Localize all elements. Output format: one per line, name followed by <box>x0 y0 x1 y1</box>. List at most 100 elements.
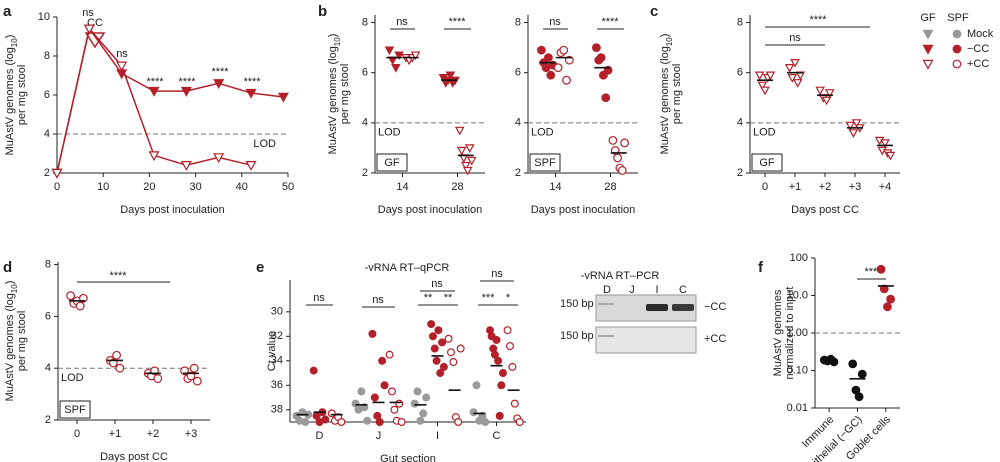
point <box>510 399 519 408</box>
point <box>375 418 384 427</box>
point <box>363 416 372 425</box>
legend-label: +CC <box>967 58 989 70</box>
y-axis-label-part: MuAstV genomes (log <box>327 46 339 154</box>
point <box>792 79 803 88</box>
y-tick-label: 8 <box>45 258 51 270</box>
point <box>446 348 455 357</box>
point <box>824 89 835 98</box>
point <box>385 350 394 359</box>
legend-symbol <box>952 44 962 54</box>
point <box>153 374 163 383</box>
point <box>413 387 422 396</box>
significance-label: ns <box>116 48 128 60</box>
point <box>434 326 443 335</box>
point <box>787 74 798 83</box>
point <box>438 338 447 347</box>
x-tick-label: 20 <box>143 181 155 193</box>
point <box>337 418 346 427</box>
point <box>189 363 199 373</box>
point <box>422 393 431 402</box>
series-line <box>56 26 284 174</box>
point <box>116 61 128 72</box>
point <box>505 342 514 351</box>
significance-label: **** <box>109 270 127 282</box>
x-tick-label: 14 <box>549 181 561 193</box>
point <box>559 45 569 55</box>
point <box>327 409 336 418</box>
panel-label: a <box>3 3 12 20</box>
point <box>515 418 524 427</box>
y-axis-label: MuAstV genomes <box>772 289 784 376</box>
gel-image <box>595 326 697 354</box>
x-tick-label: D <box>316 430 324 442</box>
lod-label: LOD <box>753 127 776 139</box>
group-box <box>59 400 91 419</box>
point <box>784 64 795 73</box>
panel-title: -vRNA RT–qPCR <box>365 262 450 274</box>
y-axis-label: per mg stool <box>16 65 28 126</box>
significance-label: ns <box>372 294 384 306</box>
x-tick-label: 0 <box>54 181 60 193</box>
point <box>83 24 95 35</box>
point <box>309 366 318 375</box>
y-axis-label-part: MuAstV genomes (log <box>4 293 16 401</box>
y-tick-label: 30 <box>271 306 283 318</box>
y-tick-label: 1.00 <box>787 327 808 339</box>
point <box>851 119 862 128</box>
point <box>883 302 892 312</box>
group-label: SPF <box>64 404 86 416</box>
point <box>596 53 606 63</box>
legend-symbol <box>922 44 934 55</box>
group-label: GF <box>384 157 400 169</box>
point <box>553 63 563 73</box>
y-tick-label: 8 <box>737 16 743 28</box>
point <box>380 381 389 390</box>
point <box>378 356 387 365</box>
significance-label: **** <box>243 76 261 88</box>
y-axis-label-part: ) <box>327 34 339 38</box>
point <box>879 284 889 294</box>
point <box>277 92 289 103</box>
y-tick-label: 6 <box>362 67 368 79</box>
group-label: SPF <box>534 157 556 169</box>
point <box>387 387 396 396</box>
point <box>390 405 399 414</box>
point <box>321 415 330 424</box>
panel-label: d <box>3 259 12 276</box>
x-axis-label: Days post CC <box>791 204 859 216</box>
point <box>472 381 481 390</box>
point <box>592 43 601 53</box>
y-axis-label: per mg stool <box>16 311 28 372</box>
point <box>51 168 63 179</box>
y-tick-label: 6 <box>45 310 51 322</box>
lane-label: I <box>655 284 658 296</box>
y-tick-label: 36 <box>271 379 283 391</box>
y-tick-label: 6 <box>737 67 743 79</box>
point <box>428 332 437 341</box>
y-axis-label-part: 10 <box>10 284 19 293</box>
y-tick-label: 6 <box>515 67 521 79</box>
ladder-label: 150 bp <box>560 298 594 310</box>
x-tick-label: J <box>376 430 382 442</box>
point <box>490 350 499 359</box>
y-axis-label-part: MuAstV genomes (log <box>4 47 16 155</box>
point <box>829 357 839 367</box>
point <box>537 45 546 55</box>
y-axis-label: per mg stool <box>339 64 351 125</box>
point <box>876 264 886 274</box>
point <box>454 418 463 427</box>
point <box>115 363 125 373</box>
significance-label: ns <box>396 16 408 28</box>
gel-band <box>646 304 668 311</box>
significance-label: ns <box>491 268 503 280</box>
significance-label: *** <box>482 292 496 304</box>
y-axis-label-part: MuAstV genomes (log <box>659 46 671 154</box>
point <box>384 46 395 56</box>
gel-band <box>672 304 694 311</box>
significance-label: ns <box>313 292 325 304</box>
point <box>66 291 75 301</box>
point <box>765 71 776 81</box>
point <box>460 161 471 171</box>
x-tick-label: +2 <box>819 181 832 193</box>
